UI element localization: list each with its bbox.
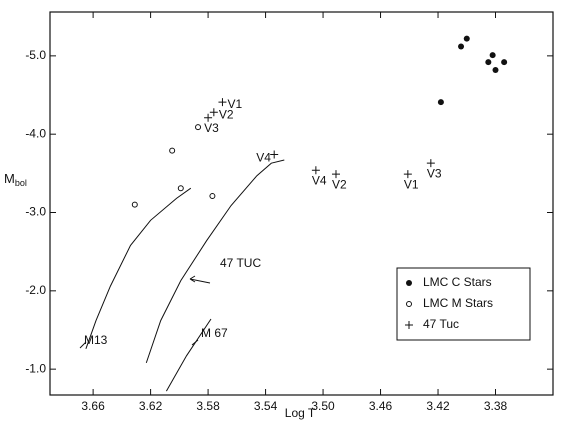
x-tick-label: 3.50 <box>311 399 335 413</box>
point <box>177 185 184 192</box>
x-tick-label: 3.42 <box>426 399 450 413</box>
point-label: V4 <box>312 173 327 187</box>
curve-label: M 67 <box>201 326 228 340</box>
arrow <box>79 341 87 349</box>
y-label-sub: bol <box>15 178 27 188</box>
x-tick-label: 3.62 <box>139 399 163 413</box>
point <box>311 166 320 175</box>
x-tick-label: 3.54 <box>254 399 278 413</box>
x-axis-label: Log T <box>285 406 316 420</box>
point <box>489 52 496 59</box>
point <box>426 159 435 168</box>
legend-box <box>396 267 531 341</box>
point <box>270 150 279 159</box>
point-label: V2 <box>219 107 234 121</box>
curve-label: 47 TUC <box>220 256 261 270</box>
point <box>209 193 216 200</box>
point <box>131 201 138 208</box>
legend-label: 47 Tuc <box>423 317 459 331</box>
legend-label: LMC M Stars <box>423 296 493 310</box>
point <box>169 147 176 154</box>
x-tick-label: 3.66 <box>81 399 105 413</box>
x-tick-label: 3.38 <box>484 399 508 413</box>
legend-label: LMC C Stars <box>423 275 492 289</box>
curve <box>165 318 212 392</box>
curve-label: M13 <box>84 333 108 347</box>
y-label-main: M <box>4 171 15 186</box>
point <box>437 99 444 106</box>
y-axis-label: Mbol <box>4 171 27 188</box>
point <box>209 108 218 117</box>
y-tick-label: -1.0 <box>25 361 46 375</box>
arrow <box>189 275 211 284</box>
point <box>458 43 465 50</box>
point <box>403 170 412 179</box>
legend-marker <box>405 321 413 329</box>
point <box>331 170 340 179</box>
point <box>492 66 499 73</box>
plot-frame <box>49 11 554 396</box>
legend-marker <box>406 301 412 307</box>
curve <box>145 159 285 364</box>
x-tick-label: 3.58 <box>196 399 220 413</box>
legend-marker <box>406 280 412 286</box>
y-tick-label: -2.0 <box>25 283 46 297</box>
x-tick-label: 3.46 <box>369 399 393 413</box>
point <box>485 59 492 66</box>
point-label: V2 <box>332 177 347 191</box>
point-label: V1 <box>404 177 419 191</box>
y-tick-label: -3.0 <box>25 205 46 219</box>
point <box>218 98 227 107</box>
point <box>204 113 213 122</box>
point <box>463 35 470 42</box>
point <box>501 59 508 66</box>
point-label: V3 <box>427 166 442 180</box>
point-label: V1 <box>227 97 242 111</box>
y-tick-label: -5.0 <box>25 48 46 62</box>
point-label: V4 <box>256 151 271 165</box>
point-label: V3 <box>204 121 219 135</box>
curve <box>85 187 192 349</box>
y-tick-label: -4.0 <box>25 126 46 140</box>
point <box>195 124 202 131</box>
